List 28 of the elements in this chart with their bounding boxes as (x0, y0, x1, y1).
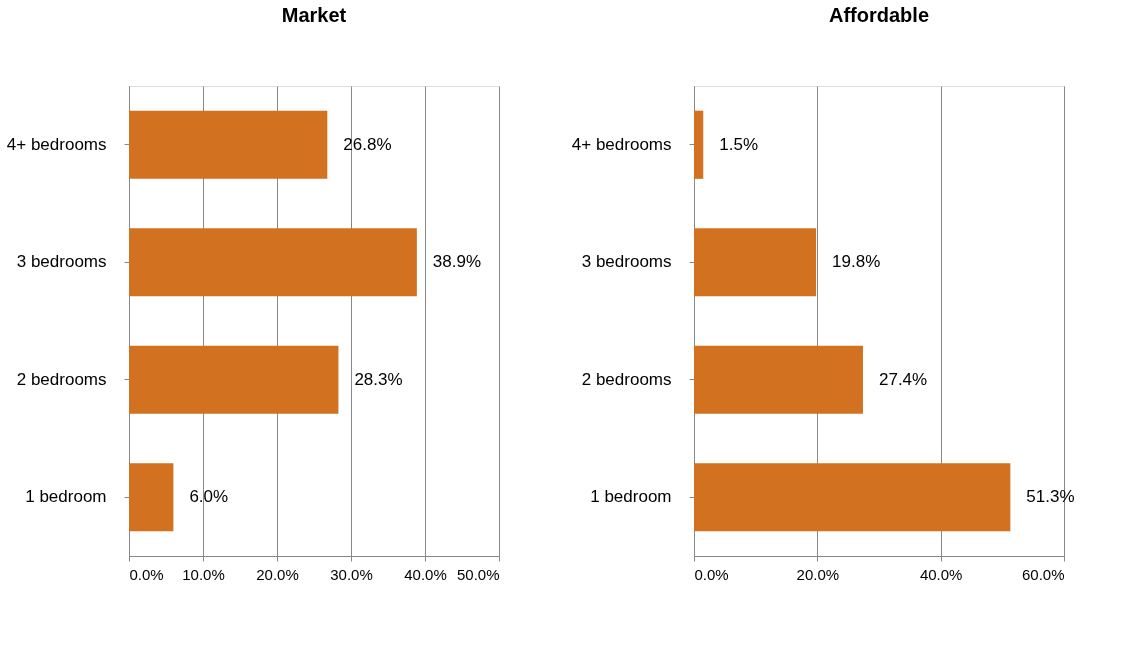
y-tick-label: 3 bedrooms (16, 252, 107, 272)
data-label: 51.3% (1026, 487, 1075, 507)
x-tick-label: 60.0% (1021, 565, 1065, 583)
x-tick-label: 40.0% (919, 565, 963, 583)
data-label: 19.8% (832, 252, 881, 272)
data-label: 27.4% (878, 369, 928, 389)
data-label: 1.5% (719, 134, 758, 154)
x-tick-label: 50.0% (456, 565, 500, 583)
x-tick-label: 30.0% (330, 565, 373, 583)
data-label: 6.0% (189, 487, 229, 507)
y-tick-label: 4+ bedrooms (6, 134, 107, 154)
y-tick-label: 3 bedrooms (581, 252, 672, 272)
y-tick-label: 1 bedroom (25, 487, 107, 507)
x-tick-label: 0.0% (694, 565, 729, 583)
x-tick-label: 20.0% (796, 565, 840, 583)
y-tick-label: 1 bedroom (590, 487, 672, 507)
x-tick-label: 20.0% (256, 565, 299, 583)
x-tick-label: 0.0% (129, 565, 164, 583)
data-label: 28.3% (354, 369, 403, 389)
data-label: 38.9% (432, 252, 482, 272)
data-label: 26.8% (343, 134, 392, 154)
x-tick-label: 10.0% (182, 565, 225, 583)
y-tick-label: 4+ bedrooms (571, 134, 672, 154)
chart-title: Market (281, 4, 347, 26)
y-tick-label: 2 bedrooms (581, 369, 672, 389)
chart-title: Affordable (829, 4, 929, 26)
y-tick-label: 2 bedrooms (16, 369, 107, 389)
x-tick-label: 40.0% (404, 565, 447, 583)
